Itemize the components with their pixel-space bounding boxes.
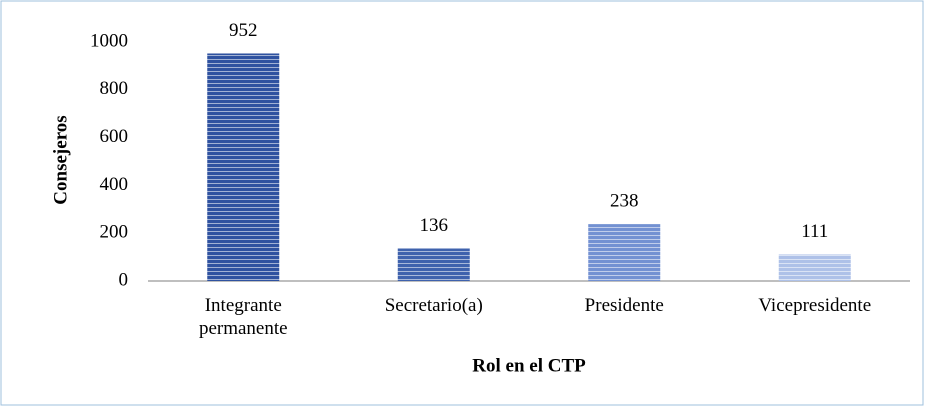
x-tick-label: Integrante permanente [198, 295, 288, 339]
data-label: 136 [420, 215, 449, 236]
y-tick-label: 1000 [90, 30, 128, 51]
y-tick-label: 400 [100, 174, 129, 195]
x-tick-label: Vicepresidente [758, 295, 872, 316]
y-axis-title: Consejeros [50, 115, 71, 204]
y-tick-label: 200 [100, 222, 129, 243]
bar [207, 53, 280, 281]
x-axis-title: Rol en el CTP [472, 355, 586, 376]
x-tick-label: Secretario(a) [384, 295, 483, 316]
bar [588, 224, 661, 281]
data-label: 111 [801, 221, 828, 242]
bar [778, 254, 851, 281]
y-tick-label: 800 [100, 78, 129, 99]
data-label: 952 [229, 20, 258, 41]
bar [397, 248, 470, 281]
y-tick-label: 600 [100, 126, 129, 147]
x-tick-label: Presidente [584, 295, 664, 316]
data-label: 238 [610, 190, 639, 211]
y-tick-label: 0 [119, 269, 129, 290]
